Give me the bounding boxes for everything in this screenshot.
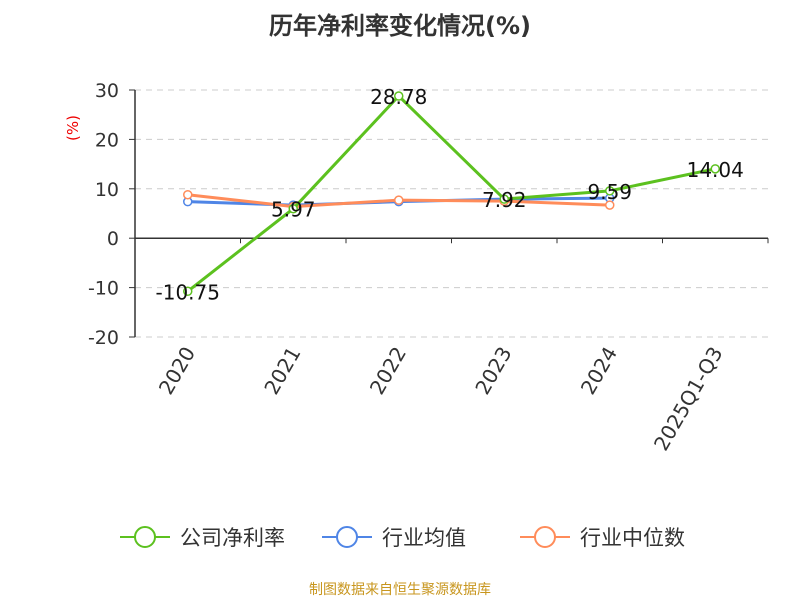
data-point [394,195,404,205]
data-point [288,203,298,214]
data-label: 9.59 [587,180,632,204]
y-axis-label: (%) [64,115,82,141]
series-line [186,93,716,293]
x-tick-label: 2021 [259,343,305,399]
footer-source: 制图数据来自恒生聚源数据库 [309,582,491,598]
chart-title: 历年净利率变化情况(%) [269,12,531,40]
data-label: -10.75 [156,280,220,304]
data-point [605,200,615,210]
x-tick-label: 2025Q1-Q3 [649,343,728,455]
y-tick-label: 10 [95,179,119,201]
legend-marker [534,526,556,548]
data-label: 28.78 [370,85,427,109]
data-point [499,194,509,204]
x-tick-label: 2023 [470,343,516,399]
y-tick-label: 20 [95,129,119,151]
data-point [394,91,404,101]
legend-label: 行业均值 [382,526,466,550]
y-tick-label: 30 [95,80,119,102]
legend-marker [336,526,358,548]
data-label: 5.97 [271,198,316,222]
data-label: 14.04 [687,158,744,182]
data-point [183,286,193,297]
y-tick-label: 0 [107,228,119,250]
x-tick-label: 2024 [576,343,622,399]
data-point [710,164,720,174]
data-label: 7.92 [482,188,527,212]
legend-marker [134,526,156,548]
y-tick-label: -10 [88,278,119,300]
x-tick-label: 2020 [154,343,200,399]
y-tick-label: -20 [88,327,119,349]
legend-label: 公司净利率 [180,526,285,550]
x-tick-label: 2022 [365,343,411,399]
data-point [183,189,193,200]
legend-label: 行业中位数 [580,526,685,550]
data-point [605,186,615,196]
